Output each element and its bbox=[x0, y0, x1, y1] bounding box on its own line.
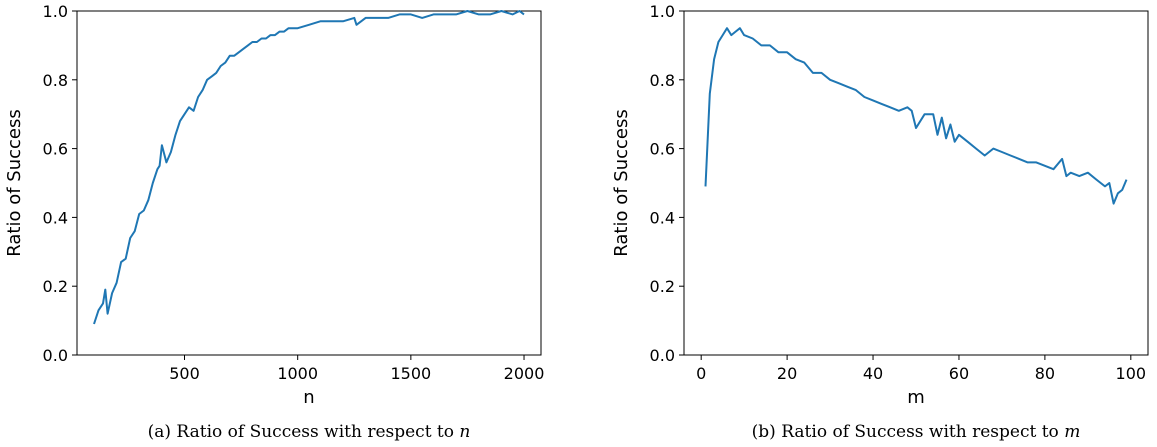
x-axis: 0 20 40 60 80 100 bbox=[696, 355, 1146, 383]
chart-panel-a: 0.0 0.2 0.4 0.6 0.8 1.0 500 1000 1500 2000 n Rat… bbox=[4, 2, 544, 442]
plot-frame bbox=[683, 10, 1149, 356]
x-tick-label: 100 bbox=[1116, 364, 1147, 383]
y-axis: 0.0 0.2 0.4 0.6 0.8 1.0 bbox=[43, 2, 77, 365]
x-axis-label: m bbox=[907, 387, 925, 408]
y-tick-label: 1.0 bbox=[650, 2, 675, 21]
y-tick-label: 0.8 bbox=[650, 71, 675, 90]
caption-text: (a) Ratio of Success with respect to bbox=[148, 422, 454, 442]
x-axis-label: n bbox=[303, 387, 314, 408]
x-tick-label: 1500 bbox=[390, 364, 431, 383]
series-line bbox=[704, 27, 1128, 205]
figure-caption: (a) Ratio of Success with respect to n bbox=[148, 422, 471, 442]
x-tick-label: 1000 bbox=[277, 364, 318, 383]
y-axis-label: Ratio of Success bbox=[4, 109, 25, 256]
caption-text: (b) Ratio of Success with respect to bbox=[752, 422, 1059, 442]
chart-panel-b: 0.0 0.2 0.4 0.6 0.8 1.0 0 20 40 60 80 100 m Ratio … bbox=[611, 2, 1149, 442]
y-axis: 0.0 0.2 0.4 0.6 0.8 1.0 bbox=[650, 2, 684, 365]
plot-frame bbox=[76, 10, 542, 356]
y-tick-label: 0.2 bbox=[43, 277, 68, 296]
y-tick-label: 0.8 bbox=[43, 71, 68, 90]
x-tick-label: 40 bbox=[863, 364, 883, 383]
series-line bbox=[93, 10, 525, 325]
x-tick-label: 0 bbox=[696, 364, 706, 383]
x-axis: 500 1000 1500 2000 bbox=[169, 355, 544, 383]
y-tick-label: 0.6 bbox=[650, 140, 675, 159]
x-tick-label: 60 bbox=[949, 364, 969, 383]
y-tick-label: 0.4 bbox=[650, 208, 675, 227]
figure-caption: (b) Ratio of Success with respect to m bbox=[752, 422, 1081, 442]
y-tick-label: 0.6 bbox=[43, 140, 68, 159]
y-tick-label: 1.0 bbox=[43, 2, 68, 21]
x-tick-label: 500 bbox=[169, 364, 200, 383]
x-tick-label: 20 bbox=[777, 364, 797, 383]
y-tick-label: 0.0 bbox=[650, 346, 675, 365]
y-tick-label: 0.4 bbox=[43, 208, 68, 227]
x-tick-label: 80 bbox=[1035, 364, 1055, 383]
x-tick-label: 2000 bbox=[504, 364, 545, 383]
caption-variable: n bbox=[459, 422, 470, 442]
y-axis-label: Ratio of Success bbox=[611, 109, 632, 256]
y-tick-label: 0.2 bbox=[650, 277, 675, 296]
y-tick-label: 0.0 bbox=[43, 346, 68, 365]
caption-variable: m bbox=[1064, 422, 1080, 442]
